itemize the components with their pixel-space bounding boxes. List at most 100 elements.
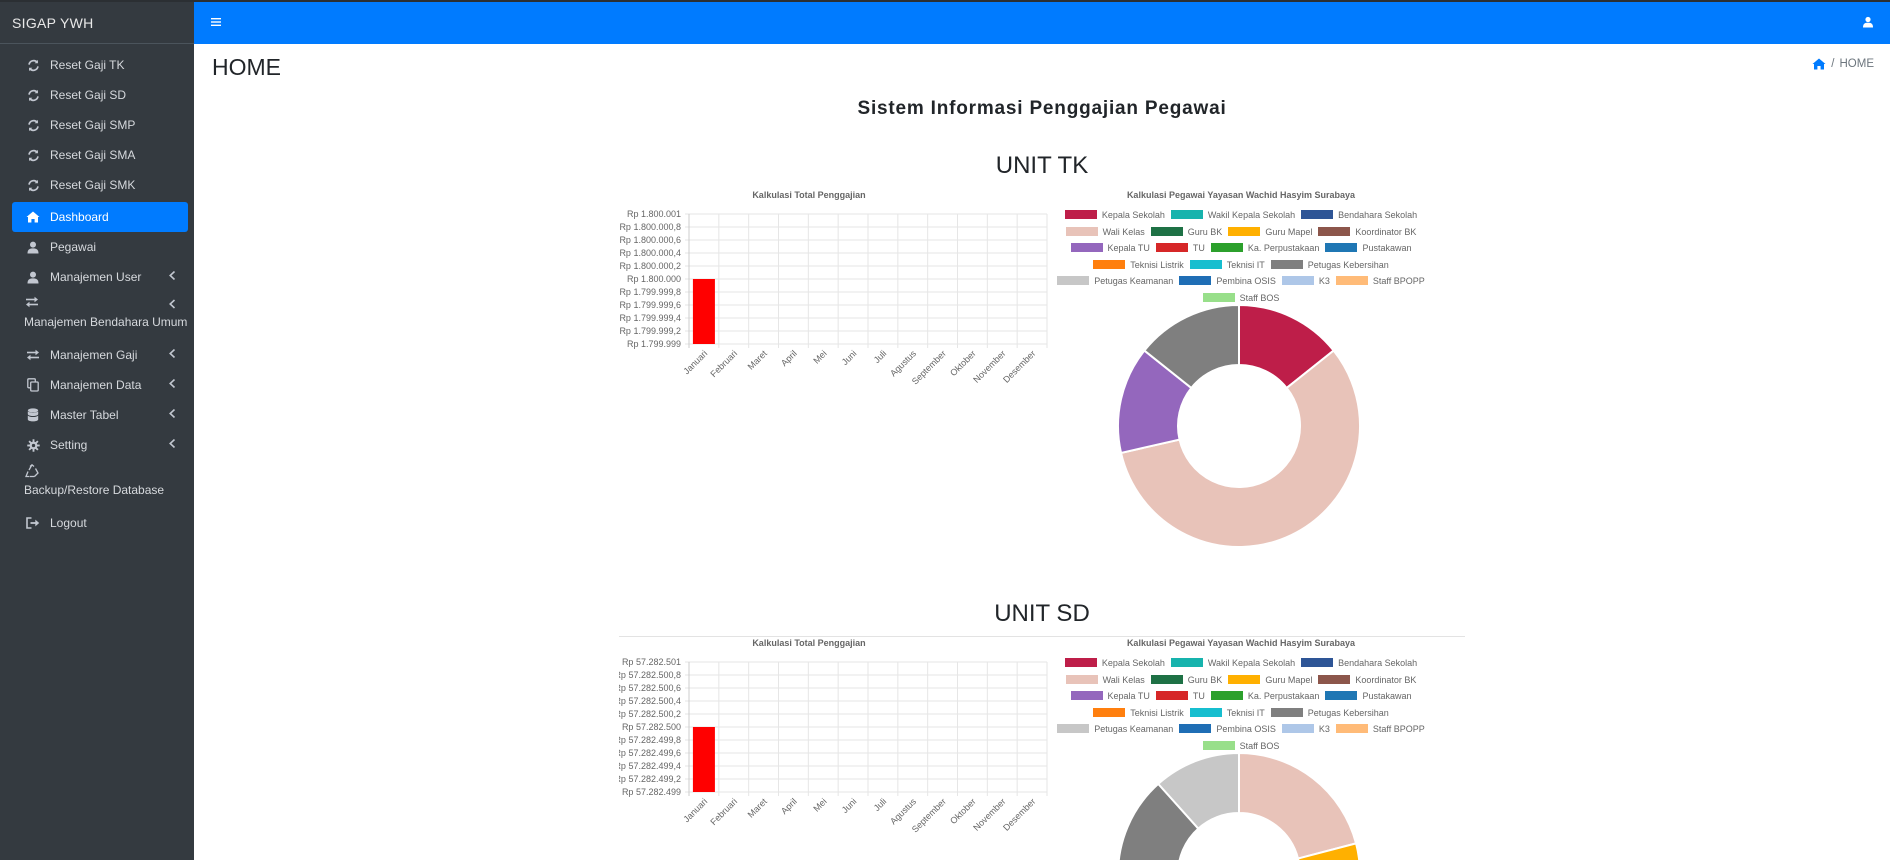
legend-item[interactable]: Koordinator BK [1318,224,1416,241]
legend-item[interactable]: Kepala Sekolah [1065,655,1165,672]
legend-item[interactable]: Bendahara Sekolah [1301,207,1417,224]
user-icon [25,239,41,255]
legend-item[interactable]: Guru BK [1151,672,1223,689]
legend-swatch [1156,243,1188,252]
x-tick-label: Februari [708,796,739,827]
copy-icon [25,377,41,393]
donut-slice-wali-kelas[interactable] [1239,753,1356,859]
sidebar-item-label: Reset Gaji SMK [50,178,135,192]
unit-title: UNIT SD [194,600,1890,628]
bar-januari[interactable] [693,727,715,792]
hamburger-menu-icon[interactable] [210,15,222,27]
brand-logo-text[interactable]: SIGAP YWH [0,2,194,44]
legend-label: Ka. Perpustakaan [1248,691,1320,701]
sidebar-item-dashboard[interactable]: Dashboard [12,202,188,232]
legend-item[interactable]: Wakil Kepala Sekolah [1171,655,1295,672]
y-tick-label: Rp 1.800.000,2 [619,261,681,271]
legend-item[interactable]: Ka. Perpustakaan [1211,240,1320,257]
legend-swatch [1271,708,1303,717]
sidebar-item-reset-gaji-tk[interactable]: Reset Gaji TK [12,50,188,80]
legend-item[interactable]: Pustakawan [1325,240,1411,257]
legend-swatch [1325,243,1357,252]
sidebar-item-manajemen-bendahara-umum[interactable]: Manajemen Bendahara Umum [12,292,188,340]
legend-item[interactable]: Bendahara Sekolah [1301,655,1417,672]
x-tick-label: Mei [811,348,828,365]
legend-swatch [1156,691,1188,700]
legend-item[interactable]: Pembina OSIS [1179,273,1276,290]
legend-label: Staff BPOPP [1373,724,1425,734]
y-tick-label: Rp 57.282.500,2 [619,709,681,719]
user-account-icon[interactable] [1862,15,1874,33]
legend-item[interactable]: TU [1156,688,1205,705]
legend-item[interactable]: Pembina OSIS [1179,721,1276,738]
sidebar-item-logout[interactable]: Logout [12,508,188,538]
y-tick-label: Rp 1.799.999,8 [619,287,681,297]
sidebar-item-reset-gaji-sma[interactable]: Reset Gaji SMA [12,140,188,170]
legend-item[interactable]: TU [1156,240,1205,257]
sidebar-item-backup-restore-database[interactable]: Backup/Restore Database [12,460,188,508]
sidebar-item-pegawai[interactable]: Pegawai [12,232,188,262]
legend-item[interactable]: Teknisi Listrik [1093,705,1184,722]
sidebar-item-label: Reset Gaji TK [50,58,124,72]
legend-item[interactable]: Petugas Keamanan [1057,273,1173,290]
legend-item[interactable]: Kepala TU [1071,688,1150,705]
legend-item[interactable]: Kepala Sekolah [1065,207,1165,224]
legend-item[interactable]: Staff BPOPP [1336,721,1425,738]
legend-item[interactable]: Koordinator BK [1318,672,1416,689]
sidebar-item-master-tabel[interactable]: Master Tabel [12,400,188,430]
legend-swatch [1065,658,1097,667]
legend-item[interactable]: Guru BK [1151,224,1223,241]
sidebar-item-manajemen-user[interactable]: Manajemen User [12,262,188,292]
sidebar-item-reset-gaji-sd[interactable]: Reset Gaji SD [12,80,188,110]
legend-item[interactable]: Wali Kelas [1066,224,1145,241]
legend-item[interactable]: Teknisi IT [1190,257,1265,274]
x-tick-label: Desember [1001,348,1037,384]
sidebar-item-manajemen-data[interactable]: Manajemen Data [12,370,188,400]
legend-label: Kepala Sekolah [1102,658,1165,668]
x-tick-label: Maret [746,348,770,372]
legend-item[interactable]: Guru Mapel [1228,224,1312,241]
home-icon[interactable] [1812,58,1826,70]
x-tick-label: April [779,348,799,368]
sidebar-menu: Reset Gaji TK Reset Gaji SD Reset Gaji SMP… [0,44,194,538]
legend-swatch [1179,276,1211,285]
legend-item[interactable]: Wakil Kepala Sekolah [1171,207,1295,224]
bar-chart-title: Kalkulasi Total Penggajian [674,638,944,648]
x-tick-label: Juni [840,348,859,367]
legend-item[interactable]: Petugas Kebersihan [1271,705,1389,722]
legend-item[interactable]: Ka. Perpustakaan [1211,688,1320,705]
legend-swatch [1093,708,1125,717]
legend-swatch [1151,227,1183,236]
legend-item[interactable]: Petugas Kebersihan [1271,257,1389,274]
legend-item[interactable]: Petugas Keamanan [1057,721,1173,738]
x-tick-label: Maret [746,796,770,820]
legend-item[interactable]: Pustakawan [1325,688,1411,705]
page-title: HOME [212,54,281,81]
legend-item[interactable]: K3 [1282,273,1330,290]
legend-item[interactable]: Staff BPOPP [1336,273,1425,290]
legend-item[interactable]: Teknisi IT [1190,705,1265,722]
legend-label: Pustakawan [1362,691,1411,701]
bar-januari[interactable] [693,279,715,344]
sidebar-item-reset-gaji-smk[interactable]: Reset Gaji SMK [12,170,188,200]
legend-swatch [1190,708,1222,717]
top-navbar [194,0,1890,44]
legend-label: Petugas Keamanan [1094,724,1173,734]
legend-item[interactable]: Wali Kelas [1066,672,1145,689]
legend-item[interactable]: K3 [1282,721,1330,738]
y-tick-label: Rp 1.799.999,4 [619,313,681,323]
sidebar-item-setting[interactable]: Setting [12,430,188,460]
pie-chart-title: Kalkulasi Pegawai Yayasan Wachid Hasyim … [1054,638,1428,648]
y-tick-label: Rp 57.282.499,6 [619,748,681,758]
legend-item[interactable]: Teknisi Listrik [1093,257,1184,274]
y-tick-label: Rp 1.799.999 [627,339,681,349]
sidebar-item-manajemen-gaji[interactable]: Manajemen Gaji [12,340,188,370]
legend-swatch [1282,276,1314,285]
legend-item[interactable]: Kepala TU [1071,240,1150,257]
chevron-left-icon [169,271,176,283]
legend-item[interactable]: Guru Mapel [1228,672,1312,689]
legend-label: TU [1193,243,1205,253]
sidebar-item-label: Reset Gaji SD [50,88,126,102]
sidebar-item-reset-gaji-smp[interactable]: Reset Gaji SMP [12,110,188,140]
legend-label: Petugas Keamanan [1094,276,1173,286]
